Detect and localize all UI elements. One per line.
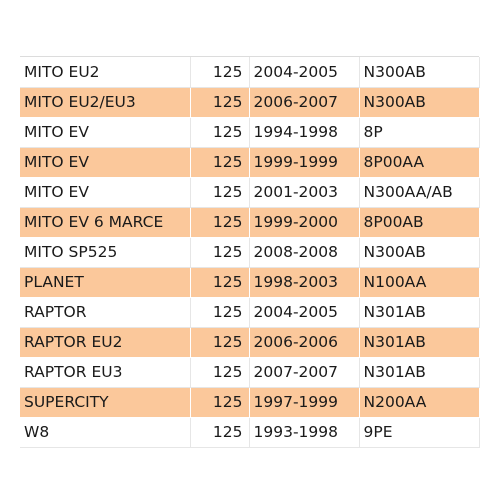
cell-model: SUPERCITY: [20, 387, 191, 418]
compatibility-table: MITO EU2 125 2004-2005 N300AB MITO EU2/E…: [20, 57, 480, 448]
cell-code: N300AB: [359, 237, 480, 268]
table-row: SUPERCITY 125 1997-1999 N200AA: [20, 387, 480, 418]
table-row: RAPTOR EU2 125 2006-2006 N301AB: [20, 327, 480, 358]
cell-cc: 125: [190, 417, 250, 448]
table-row: MITO EV 125 1999-1999 8P00AA: [20, 147, 480, 178]
cell-years: 1998-2003: [249, 267, 360, 298]
cell-code: N200AA: [359, 387, 480, 418]
cell-model: MITO EV 6 MARCE: [20, 207, 191, 238]
cell-cc: 125: [190, 147, 250, 178]
cell-years: 1999-1999: [249, 147, 360, 178]
table-row: MITO SP525 125 2008-2008 N300AB: [20, 237, 480, 268]
cell-model: MITO EV: [20, 117, 191, 148]
cell-years: 2001-2003: [249, 177, 360, 208]
cell-model: MITO EU2: [20, 57, 191, 88]
cell-years: 1997-1999: [249, 387, 360, 418]
cell-code: N301AB: [359, 297, 480, 328]
cell-model: MITO EV: [20, 147, 191, 178]
cell-years: 2006-2006: [249, 327, 360, 358]
table-row: RAPTOR 125 2004-2005 N301AB: [20, 297, 480, 328]
cell-code: 8P00AB: [359, 207, 480, 238]
cell-code: N300AA/AB: [359, 177, 480, 208]
table-top-border: [20, 56, 479, 57]
cell-model: W8: [20, 417, 191, 448]
cell-years: 2004-2005: [249, 297, 360, 328]
cell-model: RAPTOR: [20, 297, 191, 328]
cell-code: N100AA: [359, 267, 480, 298]
cell-cc: 125: [190, 57, 250, 88]
cell-years: 2004-2005: [249, 57, 360, 88]
cell-code: N301AB: [359, 327, 480, 358]
cell-years: 2006-2007: [249, 87, 360, 118]
table-row: W8 125 1993-1998 9PE: [20, 417, 480, 448]
table-row: RAPTOR EU3 125 2007-2007 N301AB: [20, 357, 480, 388]
cell-model: MITO EU2/EU3: [20, 87, 191, 118]
cell-years: 1993-1998: [249, 417, 360, 448]
cell-code: N300AB: [359, 87, 480, 118]
cell-cc: 125: [190, 327, 250, 358]
cell-years: 1994-1998: [249, 117, 360, 148]
table-row: MITO EV 125 2001-2003 N300AA/AB: [20, 177, 480, 208]
cell-model: RAPTOR EU2: [20, 327, 191, 358]
cell-cc: 125: [190, 387, 250, 418]
cell-cc: 125: [190, 117, 250, 148]
cell-code: 9PE: [359, 417, 480, 448]
table-row: MITO EU2/EU3 125 2006-2007 N300AB: [20, 87, 480, 118]
cell-model: PLANET: [20, 267, 191, 298]
cell-code: 8P00AA: [359, 147, 480, 178]
table-row: MITO EV 125 1994-1998 8P: [20, 117, 480, 148]
table-row: MITO EU2 125 2004-2005 N300AB: [20, 57, 480, 88]
cell-model: MITO EV: [20, 177, 191, 208]
cell-code: 8P: [359, 117, 480, 148]
compatibility-table-container: MITO EU2 125 2004-2005 N300AB MITO EU2/E…: [20, 56, 480, 448]
cell-years: 2008-2008: [249, 237, 360, 268]
cell-model: MITO SP525: [20, 237, 191, 268]
cell-cc: 125: [190, 297, 250, 328]
table-row: PLANET 125 1998-2003 N100AA: [20, 267, 480, 298]
cell-cc: 125: [190, 357, 250, 388]
cell-code: N301AB: [359, 357, 480, 388]
table-row: MITO EV 6 MARCE 125 1999-2000 8P00AB: [20, 207, 480, 238]
cell-cc: 125: [190, 87, 250, 118]
cell-cc: 125: [190, 267, 250, 298]
cell-cc: 125: [190, 207, 250, 238]
cell-cc: 125: [190, 237, 250, 268]
cell-code: N300AB: [359, 57, 480, 88]
cell-years: 2007-2007: [249, 357, 360, 388]
cell-model: RAPTOR EU3: [20, 357, 191, 388]
cell-years: 1999-2000: [249, 207, 360, 238]
cell-cc: 125: [190, 177, 250, 208]
